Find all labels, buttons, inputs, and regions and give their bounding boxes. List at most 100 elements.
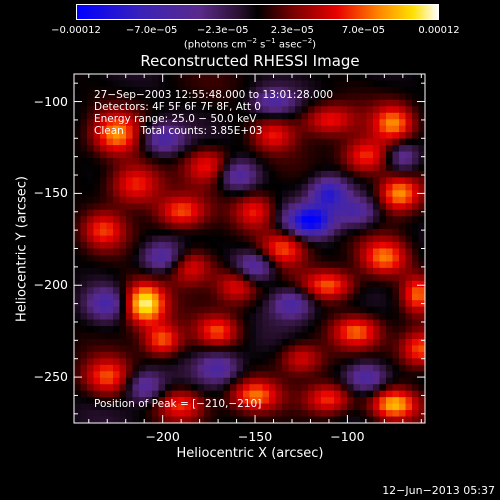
- heatmap-cell: [327, 235, 335, 243]
- heatmap-cell: [178, 183, 186, 191]
- heatmap-cell: [399, 235, 407, 243]
- heatmap-cell: [353, 384, 361, 392]
- heatmap-cell: [100, 74, 108, 82]
- heatmap-cell: [295, 80, 303, 88]
- heatmap-cell: [217, 106, 225, 114]
- heatmap-cell: [249, 319, 257, 327]
- heatmap-cell: [262, 170, 270, 178]
- heatmap-cell: [373, 74, 381, 82]
- heatmap-cell: [399, 190, 407, 198]
- heatmap-cell: [178, 261, 186, 269]
- heatmap-cell: [249, 235, 257, 243]
- heatmap-cell: [223, 125, 231, 133]
- heatmap-cell: [249, 125, 257, 133]
- heatmap-cell: [132, 132, 140, 140]
- heatmap-cell: [282, 410, 290, 418]
- heatmap-cell: [366, 371, 374, 379]
- heatmap-cell: [321, 261, 329, 269]
- heatmap-cell: [340, 280, 348, 288]
- heatmap-cell: [152, 235, 160, 243]
- heatmap-cell: [295, 86, 303, 94]
- heatmap-cell: [74, 222, 82, 230]
- heatmap-cell: [399, 261, 407, 269]
- heatmap-cell: [347, 267, 355, 275]
- heatmap-cell: [171, 235, 179, 243]
- heatmap-cell: [399, 377, 407, 385]
- heatmap-cell: [223, 351, 231, 359]
- heatmap-cell: [366, 99, 374, 107]
- heatmap-cell: [171, 125, 179, 133]
- heatmap-cell: [256, 345, 264, 353]
- heatmap-cell: [126, 345, 134, 353]
- heatmap-cell: [132, 229, 140, 237]
- heatmap-cell: [399, 196, 407, 204]
- heatmap-cell: [321, 410, 329, 418]
- heatmap-cell: [418, 397, 425, 405]
- heatmap-cell: [269, 267, 277, 275]
- heatmap-cell: [321, 358, 329, 366]
- heatmap-cell: [145, 403, 153, 411]
- heatmap-cell: [165, 196, 173, 204]
- heatmap-cell: [236, 183, 244, 191]
- heatmap-cell: [347, 93, 355, 101]
- heatmap-cell: [295, 242, 303, 250]
- heatmap-cell: [197, 300, 205, 308]
- heatmap-cell: [80, 261, 88, 269]
- heatmap-cell: [386, 216, 394, 224]
- heatmap-cell: [106, 274, 114, 282]
- heatmap-cell: [399, 248, 407, 256]
- heatmap-cell: [405, 209, 413, 217]
- heatmap-cell: [197, 364, 205, 372]
- heatmap-cell: [80, 74, 88, 82]
- heatmap-cell: [152, 384, 160, 392]
- heatmap-cell: [262, 358, 270, 366]
- heatmap-cell: [301, 384, 309, 392]
- heatmap-cell: [126, 177, 134, 185]
- heatmap-cell: [152, 145, 160, 153]
- heatmap-cell: [301, 267, 309, 275]
- heatmap-cell: [301, 209, 309, 217]
- heatmap-cell: [327, 203, 335, 211]
- heatmap-cell: [106, 112, 114, 120]
- heatmap-cell: [405, 371, 413, 379]
- heatmap-cell: [301, 106, 309, 114]
- heatmap-cell: [132, 300, 140, 308]
- heatmap-cell: [132, 222, 140, 230]
- heatmap-cell: [412, 377, 420, 385]
- heatmap-cell: [87, 358, 95, 366]
- heatmap-cell: [126, 132, 134, 140]
- heatmap-cell: [314, 274, 322, 282]
- heatmap-cell: [327, 190, 335, 198]
- heatmap-cell: [74, 99, 82, 107]
- heatmap-cell: [165, 280, 173, 288]
- heatmap-cell: [165, 332, 173, 340]
- heatmap-cell: [145, 203, 153, 211]
- heatmap-cell: [230, 267, 238, 275]
- heatmap-cell: [412, 170, 420, 178]
- heatmap-cell: [74, 177, 82, 185]
- heatmap-cell: [386, 287, 394, 295]
- heatmap-cell: [139, 326, 147, 334]
- heatmap-cell: [152, 261, 160, 269]
- heatmap-cell: [366, 358, 374, 366]
- heatmap-cell: [243, 216, 251, 224]
- heatmap-cell: [275, 235, 283, 243]
- heatmap-cell: [106, 222, 114, 230]
- heatmap-cell: [347, 190, 355, 198]
- heatmap-cell: [197, 403, 205, 411]
- colorbar-units-exp1: −2: [246, 37, 257, 45]
- heatmap-cell: [275, 209, 283, 217]
- heatmap-cell: [230, 364, 238, 372]
- heatmap-cell: [119, 274, 127, 282]
- heatmap-cell: [158, 112, 166, 120]
- heatmap-cell: [243, 397, 251, 405]
- heatmap-cell: [392, 74, 400, 82]
- heatmap-cell: [204, 242, 212, 250]
- heatmap-cell: [158, 397, 166, 405]
- heatmap-cell: [321, 183, 329, 191]
- heatmap-cell: [165, 99, 173, 107]
- heatmap-cell: [308, 371, 316, 379]
- heatmap-cell: [100, 216, 108, 224]
- heatmap-cell: [301, 86, 309, 94]
- heatmap-cell: [171, 338, 179, 347]
